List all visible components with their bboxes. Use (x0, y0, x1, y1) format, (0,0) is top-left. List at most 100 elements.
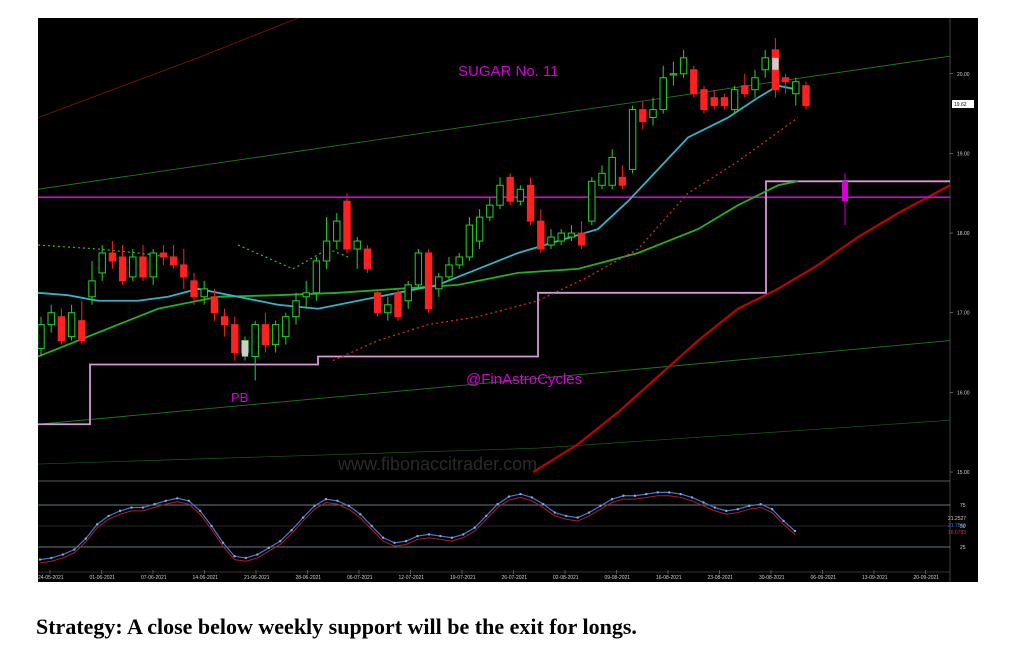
x-tick-label: 07-06-2021 (141, 575, 167, 581)
x-tick-label: 20-09-2021 (914, 575, 940, 581)
last-price-label: 19.62 (954, 102, 967, 108)
oscillator-signal-line (39, 495, 796, 564)
oscillator-point (233, 555, 236, 558)
candle-body (118, 256, 127, 282)
candle-body (465, 224, 474, 258)
oscillator-point (359, 513, 362, 516)
oscillator-point (587, 511, 591, 514)
x-tick-label: 28-06-2021 (296, 575, 322, 581)
candle-body (710, 97, 718, 107)
candle-body (567, 232, 576, 238)
oscillator-point (690, 496, 694, 499)
candle-body (598, 172, 606, 186)
candle-body (57, 316, 66, 342)
candle-body (618, 176, 627, 186)
oscillator-point (793, 529, 797, 533)
y-tick-label: 20.00 (957, 72, 970, 78)
oscillator-point (256, 553, 259, 556)
candle-body (108, 252, 117, 262)
x-tick-label: 02-08-2021 (553, 575, 579, 581)
candle-body (679, 57, 688, 75)
oscillator-point (702, 501, 705, 504)
oscillator-point (210, 524, 213, 528)
candle-body (384, 304, 392, 314)
oscillator-point (656, 491, 659, 494)
oscillator-point (770, 508, 774, 511)
last-price-box (952, 100, 974, 109)
oscillator-point (484, 514, 488, 518)
candle-body (577, 232, 586, 246)
candle-body (149, 252, 157, 278)
candle-body (129, 256, 137, 278)
oscillator-point (221, 541, 225, 544)
oscillator-point (507, 495, 511, 498)
oscillator-point (427, 533, 431, 536)
oscillator-point (542, 502, 545, 506)
candle-body (333, 220, 341, 242)
oscillator-point (645, 492, 648, 496)
oscillator-point (84, 537, 87, 540)
x-tick-label: 06-09-2021 (811, 575, 837, 581)
candle-body (537, 220, 545, 250)
oscillator-point (279, 539, 282, 543)
candle-body (659, 77, 667, 111)
candle-body (486, 204, 494, 218)
oscillator-point (370, 524, 373, 528)
oscillator-point (153, 502, 156, 506)
y-tick-label: 17.00 (957, 311, 970, 317)
oscillator-point (61, 553, 65, 556)
candle-body (435, 276, 443, 290)
x-axis: 24-05-2021 01-06-2021 07-06-2021 14-06-2021… (38, 570, 950, 581)
oscillator-point (553, 511, 556, 514)
indicator-readout: 21.2527 (948, 516, 966, 522)
y-tick-label: 16.00 (957, 390, 970, 396)
candle-body (47, 312, 55, 326)
candle-body (67, 312, 76, 338)
oscillator-point (290, 529, 293, 532)
oscillator-point (301, 516, 305, 519)
candlesticks (38, 37, 848, 381)
x-tick-label: 12-07-2021 (399, 575, 425, 581)
candle-body (741, 85, 749, 95)
candle-body (516, 188, 525, 202)
oscillator-point (416, 534, 419, 538)
candle-body (475, 216, 484, 242)
oscillator-level-label: 50 (960, 524, 966, 530)
oscillator-point (38, 558, 42, 561)
oscillator-point (393, 541, 396, 544)
oscillator-point (347, 504, 351, 508)
candle-body (424, 252, 433, 310)
oscillator-point (267, 546, 270, 550)
oscillator-point (782, 519, 785, 523)
highlight-candle (241, 340, 249, 357)
oscillator-point (713, 506, 717, 509)
oscillator-point (473, 526, 476, 529)
candle-body (220, 316, 229, 326)
watermark: www.fibonaccitrader.com (337, 454, 537, 474)
candle-body (169, 256, 178, 266)
candle-body (312, 260, 321, 294)
candle-body (190, 280, 198, 298)
candle-body (373, 292, 382, 314)
green-moving-average (38, 180, 799, 358)
candle-body (455, 256, 463, 266)
y-axis: 20.00 19.00 18.00 17.00 16.00 15.00 19.62 (950, 72, 974, 476)
oscillator-point (107, 514, 110, 518)
candle-body (669, 73, 678, 76)
weekly-support-step (38, 180, 950, 426)
oscillator-point (496, 502, 499, 506)
x-tick-label: 06-07-2021 (347, 575, 373, 581)
candle-body (231, 324, 239, 354)
candle-body (751, 77, 759, 91)
oscillator-point (336, 499, 339, 502)
candle-body (282, 316, 290, 338)
x-tick-label: 30-08-2021 (759, 575, 785, 581)
oscillator-point (565, 514, 568, 518)
x-tick-label: 01-06-2021 (90, 575, 116, 581)
x-tick-label: 14-06-2021 (193, 575, 219, 581)
candle-body (98, 252, 106, 274)
oscillator-point (725, 509, 728, 513)
oscillator-point (450, 536, 454, 539)
x-tick-label: 13-09-2021 (862, 575, 888, 581)
